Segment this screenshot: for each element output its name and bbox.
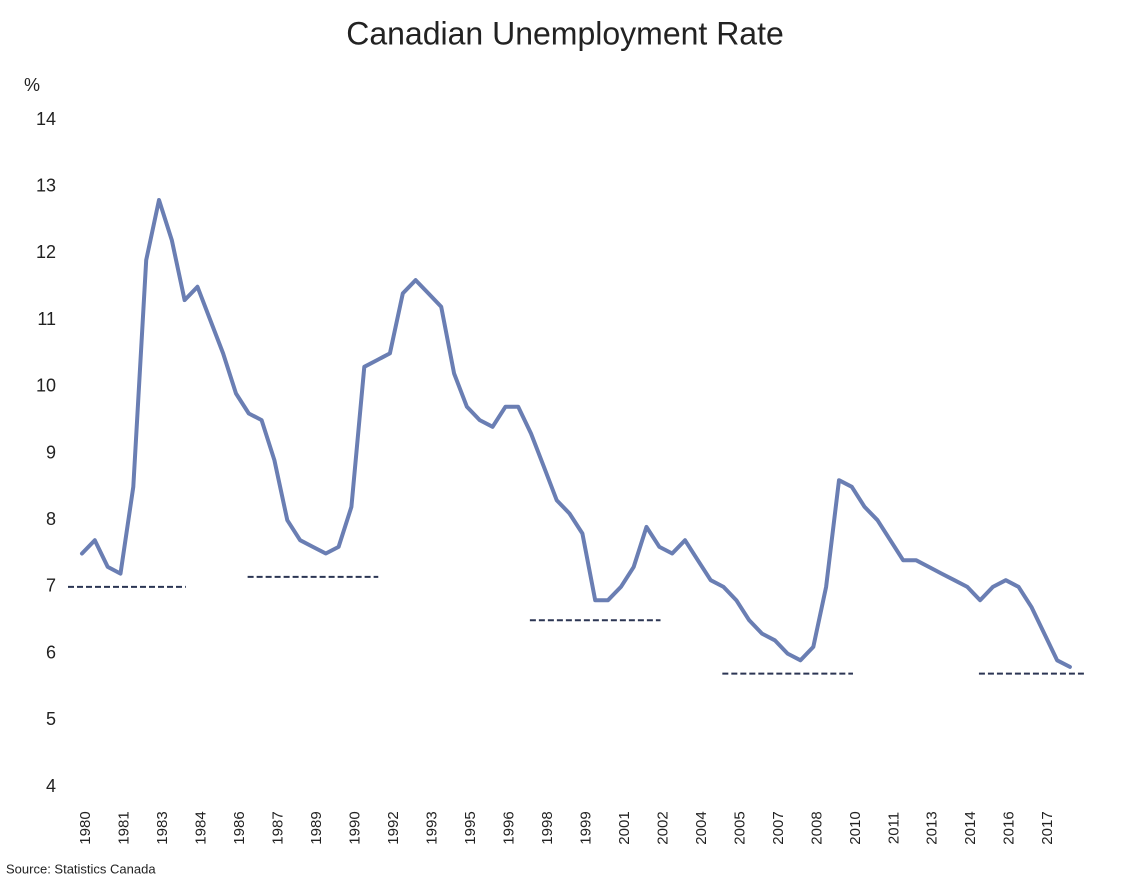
x-tick-label: 2008 [808, 811, 825, 844]
x-tick-label: 1981 [115, 811, 132, 844]
x-tick-label: 2007 [770, 811, 787, 844]
x-tick-label: 1996 [500, 811, 517, 844]
x-tick-label: 1989 [308, 811, 325, 844]
x-tick-label: 1980 [77, 811, 94, 844]
x-tick-label: 1995 [462, 811, 479, 844]
x-tick-label: 2005 [731, 811, 748, 844]
x-tick-label: 1993 [423, 811, 440, 844]
x-tick-label: 1983 [154, 811, 171, 844]
x-tick-label: 1984 [192, 811, 209, 844]
x-tick-label: 2004 [693, 811, 710, 844]
x-tick-label: 1986 [231, 811, 248, 844]
x-tick-label: 2016 [1001, 811, 1018, 844]
source-note: Source: Statistics Canada [6, 861, 156, 876]
x-tick-label: 2014 [962, 811, 979, 844]
x-tick-label: 2010 [847, 811, 864, 844]
y-tick-label: 4 [46, 776, 56, 796]
y-tick-label: 7 [46, 576, 56, 596]
y-tick-label: 9 [46, 442, 56, 462]
y-tick-label: 12 [36, 242, 56, 262]
y-tick-label: 8 [46, 509, 56, 529]
x-tick-label: 1992 [385, 811, 402, 844]
x-tick-label: 2011 [885, 812, 902, 844]
y-tick-label: 6 [46, 642, 56, 662]
y-tick-label: 13 [36, 175, 56, 195]
chart-title: Canadian Unemployment Rate [346, 15, 784, 51]
x-tick-label: 2013 [924, 811, 941, 844]
x-tick-label: 2001 [616, 811, 633, 844]
x-tick-label: 1990 [346, 811, 363, 844]
y-axis-label: % [24, 75, 40, 95]
x-tick-label: 1987 [269, 811, 286, 844]
x-tick-label: 1999 [577, 811, 594, 844]
y-tick-label: 5 [46, 709, 56, 729]
y-tick-label: 11 [37, 309, 56, 329]
y-tick-label: 14 [36, 109, 56, 129]
data-line [80, 198, 1072, 669]
x-tick-label: 1998 [539, 811, 556, 844]
x-tick-label: 2017 [1039, 811, 1056, 844]
y-tick-label: 10 [36, 376, 56, 396]
x-tick-label: 2002 [654, 811, 671, 844]
